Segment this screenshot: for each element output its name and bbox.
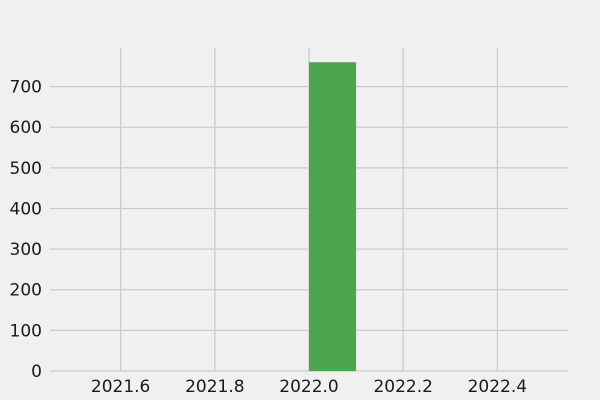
y-tick-label: 100	[10, 321, 42, 341]
y-tick-label: 400	[10, 199, 42, 219]
y-tick-label: 700	[10, 78, 42, 98]
x-tick-label: 2022.4	[468, 377, 527, 397]
y-tick-label: 200	[10, 281, 42, 301]
y-tick-label: 300	[10, 240, 42, 260]
y-tick-label: 0	[31, 362, 42, 382]
bar-layer	[309, 62, 357, 372]
y-tick-label: 600	[10, 118, 42, 138]
x-tick-label: 2021.6	[91, 377, 150, 397]
x-tick-label: 2022.0	[279, 377, 338, 397]
y-axis-ticks: 0 100 200 300 400 500 600 700	[10, 78, 42, 382]
x-tick-label: 2022.2	[373, 377, 432, 397]
y-tick-label: 500	[10, 159, 42, 179]
bar	[309, 62, 357, 372]
x-tick-label: 2021.8	[185, 377, 244, 397]
x-axis-ticks: 2021.6 2021.8 2022.0 2022.2 2022.4	[91, 377, 527, 397]
